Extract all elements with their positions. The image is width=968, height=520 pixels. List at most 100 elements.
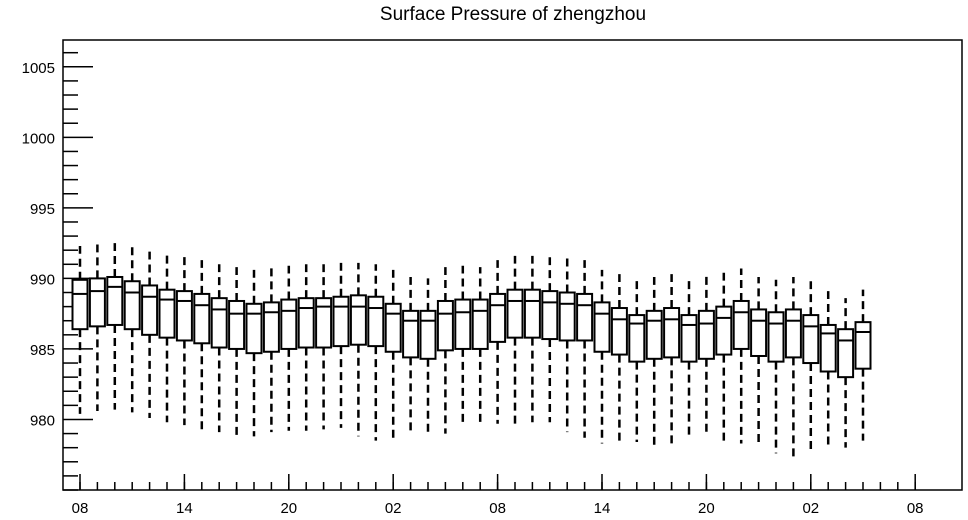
box xyxy=(419,309,437,360)
box xyxy=(680,314,698,363)
box xyxy=(471,298,489,350)
box-plot xyxy=(332,262,350,428)
box-plot xyxy=(419,278,437,434)
y-axis: 980 985 990 995 1000 1005 xyxy=(22,51,93,491)
box xyxy=(193,292,211,345)
box-plot xyxy=(436,267,454,434)
box-plot xyxy=(680,278,698,440)
box xyxy=(523,288,541,339)
box-plot xyxy=(228,267,246,437)
box-plot xyxy=(315,264,333,430)
x-tick-label: 02 xyxy=(802,500,819,517)
box-plot xyxy=(732,268,750,444)
box-plot xyxy=(123,244,141,413)
box-plot xyxy=(106,243,124,410)
box xyxy=(663,307,681,359)
x-tick-label: 02 xyxy=(385,500,402,517)
box-plot xyxy=(71,245,89,414)
box-plot xyxy=(802,281,820,450)
box-plot xyxy=(210,264,228,433)
x-axis: 08 14 20 02 08 14 20 02 08 xyxy=(72,474,924,517)
y-tick-label: 990 xyxy=(30,271,55,288)
y-tick-label: 1000 xyxy=(22,130,55,147)
box xyxy=(558,291,576,342)
box-plot xyxy=(663,274,681,444)
box-series xyxy=(71,243,872,459)
box xyxy=(123,280,141,331)
x-tick-label: 08 xyxy=(72,500,89,517)
box xyxy=(71,278,89,331)
box xyxy=(750,308,768,357)
box xyxy=(402,309,420,359)
box xyxy=(506,288,524,339)
box-plot xyxy=(158,254,176,423)
box xyxy=(141,284,159,336)
box xyxy=(541,290,559,341)
box xyxy=(819,323,837,373)
x-tick-label: 20 xyxy=(698,500,715,517)
box-plot xyxy=(471,267,489,423)
box-plot xyxy=(297,264,315,431)
box xyxy=(158,288,176,339)
box-plot xyxy=(454,265,472,426)
box-plot xyxy=(628,278,646,443)
x-tick-label: 14 xyxy=(176,500,193,517)
chart-title: Surface Pressure of zhengzhou xyxy=(379,4,647,25)
box xyxy=(837,328,855,379)
box-plot xyxy=(523,255,541,423)
box xyxy=(628,314,646,363)
box-plot xyxy=(280,265,298,431)
box-plot xyxy=(819,291,837,447)
box xyxy=(784,308,802,359)
box-plot xyxy=(489,260,507,424)
box xyxy=(732,299,750,350)
box-plot xyxy=(402,276,420,435)
box-plot xyxy=(193,260,211,431)
box-plot xyxy=(506,255,524,424)
box xyxy=(367,295,385,348)
box-plot xyxy=(784,276,802,459)
box-plot xyxy=(697,275,715,433)
box-plot xyxy=(88,244,106,412)
box-plot xyxy=(837,298,855,448)
box xyxy=(349,294,367,346)
box-plot xyxy=(141,251,159,419)
box-plot xyxy=(750,276,768,443)
box xyxy=(384,302,402,353)
box-plot xyxy=(610,274,628,444)
box xyxy=(802,314,820,365)
box xyxy=(697,309,715,360)
box-plot xyxy=(367,264,385,441)
y-tick-label: 985 xyxy=(30,342,55,359)
box xyxy=(489,292,507,343)
box-plot xyxy=(541,257,559,423)
box-plot xyxy=(245,269,263,437)
box-plot xyxy=(593,269,611,444)
x-tick-label: 20 xyxy=(280,500,297,517)
box xyxy=(297,297,315,349)
box xyxy=(645,309,663,360)
box-plot xyxy=(576,260,594,438)
box xyxy=(576,292,594,342)
box xyxy=(228,299,246,350)
box-plot xyxy=(715,272,733,441)
box xyxy=(593,301,611,353)
box xyxy=(854,321,872,370)
box xyxy=(106,275,124,326)
y-tick-label: 980 xyxy=(30,412,55,429)
box xyxy=(436,299,454,352)
box-plot xyxy=(854,289,872,441)
box xyxy=(262,301,280,353)
y-tick-label: 995 xyxy=(30,201,55,218)
x-tick-label: 08 xyxy=(489,500,506,517)
box xyxy=(610,307,628,356)
box xyxy=(767,311,785,363)
box-plot xyxy=(349,262,367,437)
box xyxy=(332,295,350,348)
y-tick-label: 1005 xyxy=(22,60,55,77)
box-plot xyxy=(384,269,402,443)
box xyxy=(175,290,193,342)
box-plot xyxy=(767,279,785,454)
x-tick-label: 14 xyxy=(594,500,611,517)
